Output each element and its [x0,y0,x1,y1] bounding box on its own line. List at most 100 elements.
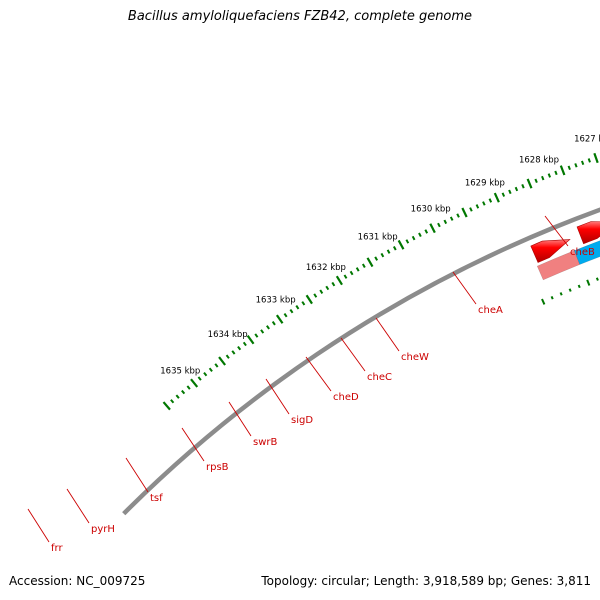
inner-scale-tick [568,288,572,292]
tick-label: 1633 kbp [256,296,296,306]
gene-label-chec: cheC [367,372,392,383]
scale-tick [355,267,360,272]
inner-scale-tick [550,296,554,300]
scale-tick [246,335,255,345]
scale-tick [541,175,545,181]
gene-leader-line [265,378,290,415]
scale-tick [231,350,236,355]
scale-tick [397,239,405,250]
inner-scale-tick [577,284,581,289]
scale-tick [374,256,379,261]
scale-tick [313,293,318,298]
scale-tick [534,178,538,184]
tick-label: 1635 kbp [160,367,200,377]
cds-forward [530,239,571,263]
scale-tick [190,378,199,388]
scale-tick [319,289,324,294]
scale-tick [361,263,366,269]
gene-leader-line [66,488,90,524]
scale-tick [526,178,533,189]
scale-tick [218,356,227,366]
scale-tick [197,376,202,381]
tick-label: 1634 kbp [208,330,248,340]
cds-forward [576,221,600,245]
scale-tick [493,192,500,203]
scale-tick [508,189,512,195]
scale-tick [214,363,219,368]
tick-label: 1627 kbp [574,135,600,145]
inner-scale-tick [541,298,546,305]
scale-tick [418,232,422,237]
gene-leader-line [544,215,569,247]
scale-tick [325,285,330,291]
accession-text: Accession: NC_009725 [9,574,146,588]
gene-leader-line [125,457,149,493]
scale-tick [366,257,374,268]
scale-tick [580,160,585,166]
scale-tick [203,371,208,377]
scale-tick [514,186,519,192]
gene-label-ched: cheD [333,392,359,403]
scale-tick [289,308,294,314]
genome-summary-text: Topology: circular; Length: 3,918,589 bp… [261,574,591,588]
scale-tick [181,389,186,395]
map-title: Bacillus amyloliquefaciens FZB42, comple… [127,9,473,24]
tick-label: 1629 kbp [465,178,505,188]
scale-tick [380,252,385,258]
tick-label: 1631 kbp [358,232,398,242]
scale-tick [225,354,230,359]
scale-tick [392,245,397,251]
scale-tick [266,325,270,330]
scale-tick [305,294,313,305]
scale-tick [456,213,460,218]
gene-leader-line [375,317,400,352]
scale-tick [574,163,578,168]
gene-label-frr: frr [51,543,63,554]
scale-tick [271,321,276,326]
gene-label-chew: cheW [401,352,429,363]
scale-tick [429,223,436,234]
scale-tick [488,198,493,203]
scale-tick [283,312,288,318]
scale-tick [449,216,454,221]
scale-tick [501,192,506,197]
scale-tick [349,270,354,276]
scale-tick [443,219,448,225]
scale-tick [335,275,343,286]
scale-tick [469,207,473,212]
scale-tick [521,184,525,189]
tick-label: 1630 kbp [411,204,451,214]
gene-label-sigd: sigD [291,415,313,426]
scale-tick [242,341,247,347]
scale-tick [175,394,180,399]
scale-tick [405,239,410,244]
scale-tick [593,152,599,164]
gene-label-rpsb: rpsB [206,462,229,473]
scale-tick [482,201,486,206]
gene-leader-line [340,337,366,372]
scale-tick [170,399,175,404]
scale-tick [331,281,336,287]
gene-leader-line [27,508,50,543]
scale-tick [386,249,391,254]
genome-backbone [122,207,600,516]
gene-label-cheb: cheB [570,247,595,258]
scale-tick [275,314,284,324]
gene-leader-line [452,271,477,305]
gene-label-swrb: swrB [253,437,278,448]
gene-leader-line [305,356,332,392]
scale-tick [237,345,242,351]
scale-tick [437,222,441,228]
cds-reverse [573,240,600,265]
gene-label-tsf: tsf [150,493,163,504]
scale-tick [547,173,552,178]
scale-tick [587,158,591,163]
scale-tick [554,170,558,176]
gene-label-chea: cheA [478,305,503,316]
scale-tick [301,301,306,306]
scale-tick [254,333,259,338]
scale-tick [208,367,213,372]
scale-tick [567,165,571,171]
